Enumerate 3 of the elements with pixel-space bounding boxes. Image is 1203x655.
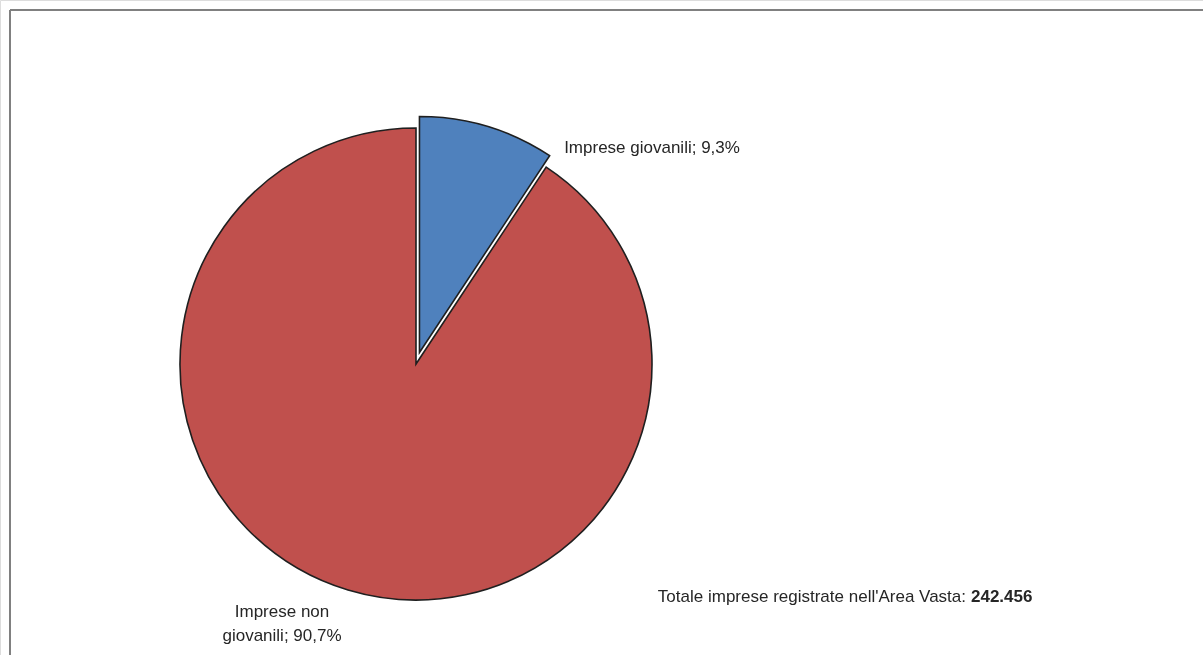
text: Totale imprese registrate nell'Area Vasta: 242.456 (657, 587, 1033, 606)
slice-label: Imprese giovanili; 9,3% (564, 138, 740, 157)
slice-label: Imprese non giovanili; 90,7% (222, 602, 342, 645)
